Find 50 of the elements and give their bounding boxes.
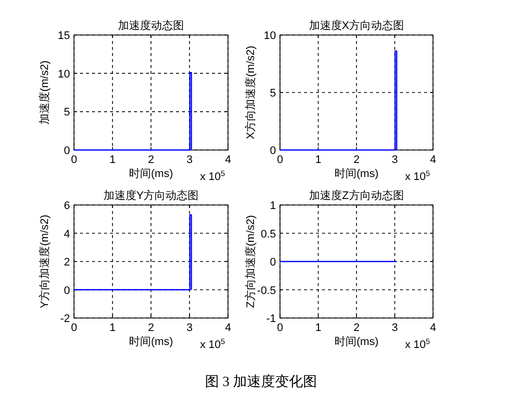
x-tick-label: 3 [186,322,193,334]
x-tick-label: 2 [353,154,360,166]
text: x 10$^{5}$ [405,336,430,351]
x-tick-label: 2 [353,322,360,334]
caption: 图 3 加速度变化图 [205,374,317,390]
y-tick-label: 0 [64,145,70,157]
x-tick-label: 1 [315,154,322,166]
x-axis-title: 时间(ms) [129,167,173,180]
x-tick-label: 4 [224,154,232,166]
y-tick-label: -1 [266,313,276,325]
chart-title: 加速度Z方向动态图 [309,189,404,202]
y-tick-label: 5 [64,106,70,119]
x-axis-title: 时间(ms) [334,167,378,180]
y-axis-title: 加速度(m/s2) [38,60,51,125]
x-tick-label: 1 [109,322,116,334]
y-tick-label: 0 [270,145,276,157]
chart-title: 加速度动态图 [118,19,184,32]
chart-title: 加速度X方向动态图 [308,19,404,32]
y-tick-label: 10 [58,68,70,80]
x-tick-label: 2 [148,154,154,166]
x-tick-label: 4 [224,322,232,334]
y-tick-label: 0.5 [260,228,276,240]
y-tick-label: 0 [270,256,276,268]
x-tick-label: 1 [315,322,322,334]
y-tick-label: 0 [64,284,70,297]
text: x 10$^{5}$ [200,336,226,351]
y-tick-label: 10 [264,30,276,42]
y-axis-title: Z方向加速度(m/s2) [244,215,257,308]
text: x 10$^{5}$ [405,168,430,183]
x-tick-label: 1 [109,154,116,166]
x-tick-label: 2 [148,322,154,334]
y-tick-label: 5 [270,88,276,100]
x-tick-label: 4 [430,322,436,334]
x-tick-label: 3 [392,322,398,334]
y-tick-label: -2 [60,313,70,325]
y-tick-label: 6 [64,200,70,212]
text: x 10$^{5}$ [200,168,226,183]
x-tick-label: 4 [430,154,436,166]
y-tick-label: 4 [64,228,70,240]
chart-title: 加速度Y方向动态图 [103,189,199,202]
x-tick-label: 3 [392,154,398,166]
x-tick-label: 3 [186,154,193,166]
x-axis-title: 时间(ms) [334,335,378,348]
y-tick-label: 15 [58,30,70,42]
y-tick-label: -0.5 [257,284,276,297]
x-axis-title: 时间(ms) [129,335,173,348]
y-axis-title: X方向加速度(m/s2) [244,46,257,140]
y-tick-label: 1 [270,200,276,212]
y-axis-title: Y方向加速度(m/s2) [38,214,51,308]
y-tick-label: 2 [64,256,70,268]
